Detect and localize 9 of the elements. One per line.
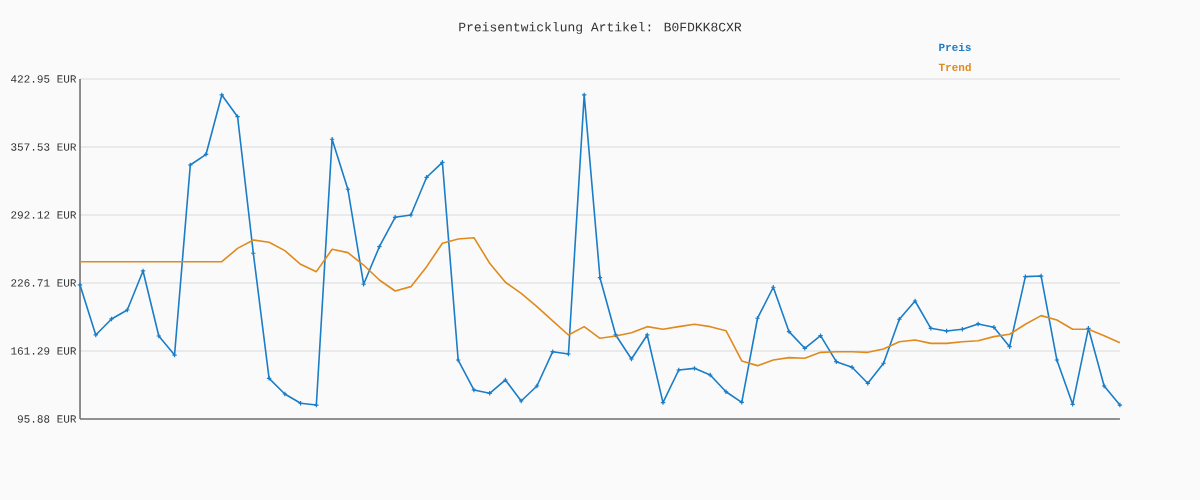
y-tick-label: 161.29 EUR [11,347,77,355]
y-tick-label: 422.95 EUR [11,75,77,83]
chart-title: Preisentwicklung Artikel: B0FDKK8CXR [459,21,742,35]
y-tick-label: 226.71 EUR [11,279,77,287]
text: Preis [939,42,971,52]
y-tick-label: 292.12 EUR [11,211,77,219]
y-tick-label: 357.53 EUR [11,143,77,151]
y-tick-label: 95.88 EUR [17,415,77,423]
text: Trend [938,62,971,72]
